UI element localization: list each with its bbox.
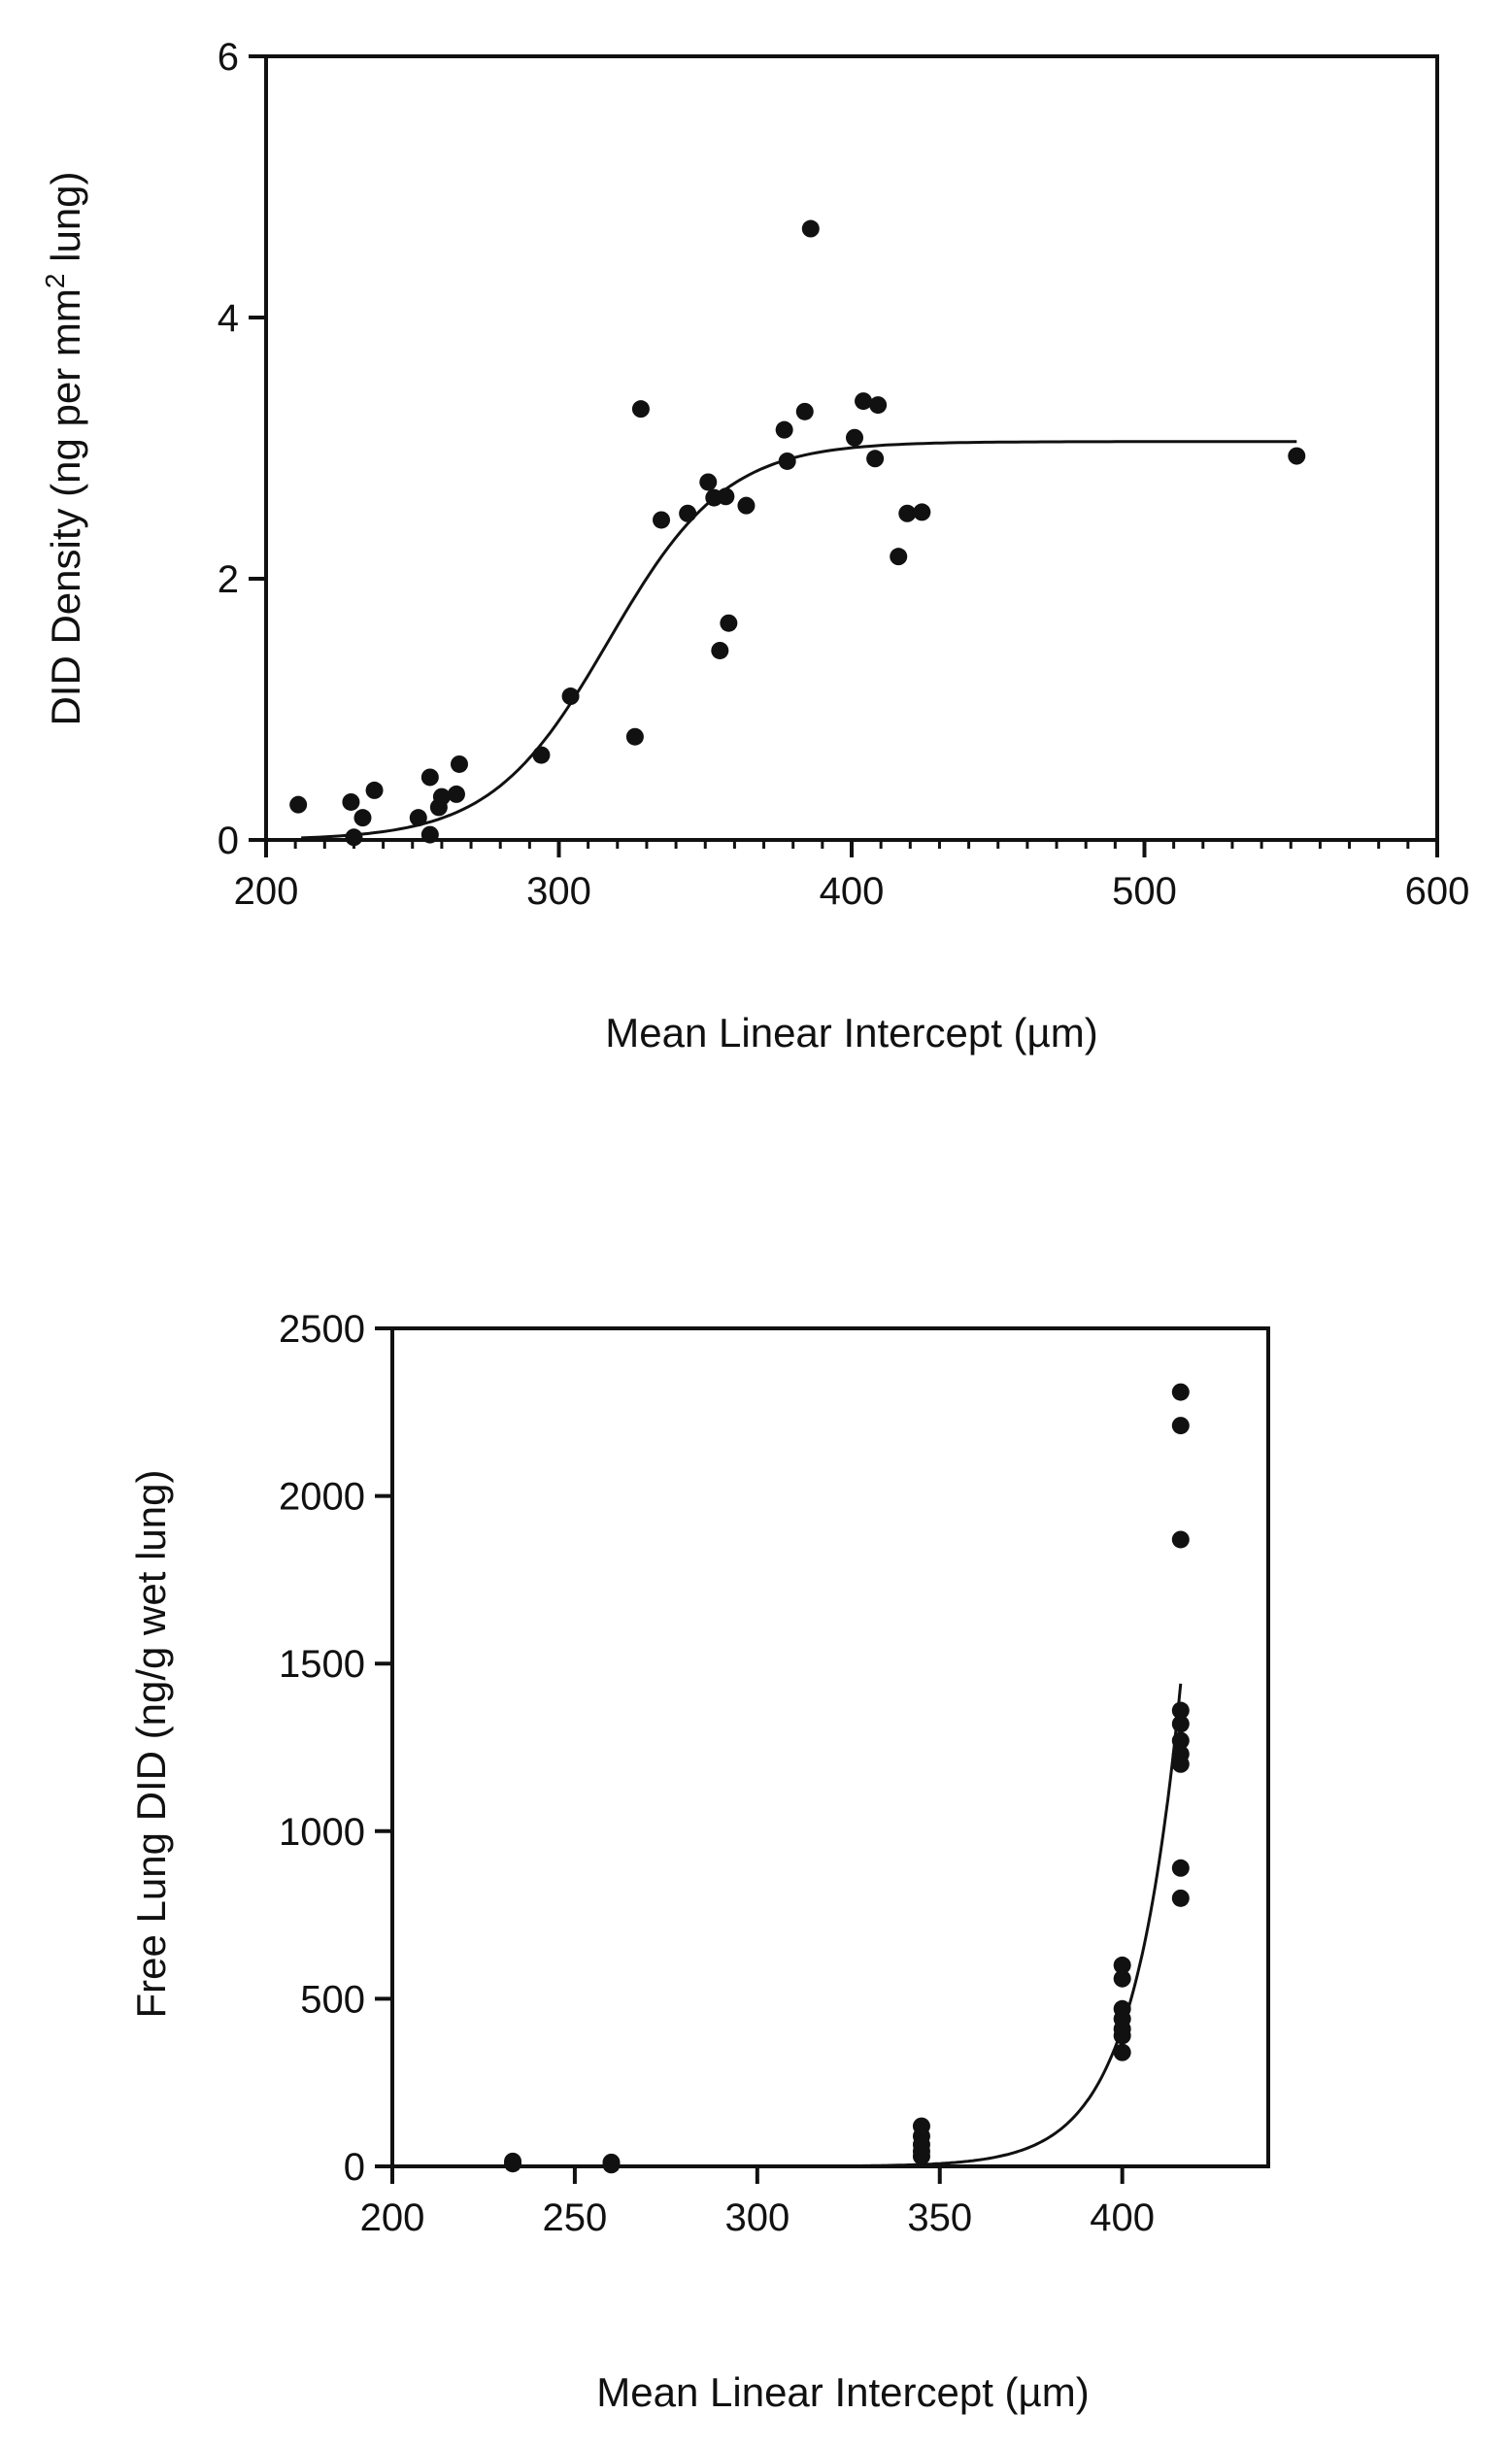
data-point <box>420 825 439 844</box>
data-point <box>679 504 697 522</box>
data-point <box>1113 1956 1131 1974</box>
data-point <box>1171 1701 1190 1720</box>
data-point <box>450 754 468 773</box>
x-tick-label: 500 <box>1112 870 1177 913</box>
y-axis-title: DID Density (ng per mm2 lung) <box>40 171 88 725</box>
data-point <box>913 503 931 521</box>
y-tick-label: 1000 <box>279 1811 365 1854</box>
y-axis-title-main: DID Density (ng per mm <box>43 288 88 725</box>
chart-free: 200 250 300 350 400 0 500 1000 1500 2000 2500 Mea… <box>128 1308 1270 2415</box>
data-point <box>866 450 885 468</box>
x-axis-title: Mean Linear Intercept (µm) <box>596 2369 1089 2415</box>
plot-frame <box>390 1326 1270 2168</box>
data-points <box>504 1383 1190 2174</box>
y-tick-label: 1500 <box>279 1643 365 1686</box>
data-point <box>775 420 793 439</box>
data-point <box>795 402 814 420</box>
x-tick-label: 400 <box>1090 2196 1155 2239</box>
data-point <box>699 473 718 491</box>
x-tick-label: 200 <box>234 870 299 913</box>
data-point <box>778 452 796 470</box>
data-point <box>1113 2043 1131 2062</box>
y-tick-label: 0 <box>344 2146 365 2189</box>
data-point <box>1113 1969 1131 1988</box>
data-point <box>912 2147 930 2165</box>
fit-curve <box>837 1683 1183 2168</box>
y-axis-title: Free Lung DID (ng/g wet lung) <box>128 1470 174 2019</box>
x-tick-label: 400 <box>820 870 885 913</box>
data-point <box>1171 1755 1190 1773</box>
y-axis-title-tail: lung) <box>43 171 88 273</box>
x-axis-ticks: 200 300 400 500 600 <box>234 840 1470 913</box>
data-point <box>1171 1859 1190 1877</box>
data-point <box>890 548 908 566</box>
x-axis-ticks: 200 250 300 350 400 <box>360 2166 1155 2239</box>
x-tick-label: 200 <box>360 2196 425 2239</box>
y-tick-label: 2 <box>218 558 239 601</box>
y-tick-label: 4 <box>218 297 239 340</box>
data-point <box>1171 1530 1190 1549</box>
data-point <box>420 768 439 787</box>
data-point <box>801 219 820 238</box>
data-points <box>289 219 1306 847</box>
data-point <box>289 795 308 814</box>
data-point <box>625 727 644 746</box>
data-point <box>898 504 917 522</box>
x-tick-label: 350 <box>907 2196 972 2239</box>
data-point <box>345 828 363 847</box>
y-axis-title-superscript: 2 <box>40 274 70 289</box>
data-point <box>653 511 671 529</box>
data-point <box>717 487 735 506</box>
x-tick-label: 600 <box>1405 870 1470 913</box>
y-tick-label: 2000 <box>279 1476 365 1519</box>
x-tick-label: 250 <box>543 2196 608 2239</box>
data-point <box>1171 1715 1190 1733</box>
y-tick-label: 6 <box>218 36 239 79</box>
data-point <box>869 396 888 415</box>
data-point <box>409 809 427 827</box>
data-point <box>561 687 580 706</box>
data-point <box>504 2155 522 2173</box>
y-axis-ticks: 0 500 1000 1500 2000 2500 <box>279 1308 392 2189</box>
data-point <box>602 2156 621 2174</box>
data-point <box>447 785 465 803</box>
data-point <box>1171 1383 1190 1401</box>
data-point <box>737 496 756 515</box>
data-point <box>631 400 650 419</box>
y-axis-ticks: 0 2 4 6 <box>218 36 266 862</box>
chart-dens: 200 300 400 500 600 0 2 4 6 Mean Linear Interce… <box>40 36 1469 1056</box>
data-point <box>720 614 738 632</box>
data-point <box>432 788 451 806</box>
data-point <box>855 392 873 411</box>
fit-curve <box>301 440 1297 840</box>
data-point <box>1171 1417 1190 1435</box>
data-point <box>1171 1731 1190 1750</box>
data-point <box>365 781 384 799</box>
data-point <box>846 428 864 447</box>
x-tick-label: 300 <box>724 2196 790 2239</box>
y-tick-label: 0 <box>218 820 239 862</box>
y-tick-label: 2500 <box>279 1308 365 1351</box>
data-point <box>532 746 551 764</box>
data-point <box>1288 447 1306 465</box>
data-point <box>1113 2027 1131 2045</box>
data-point <box>711 641 729 659</box>
x-axis-title: Mean Linear Intercept (µm) <box>605 1010 1097 1056</box>
data-point <box>353 809 372 827</box>
x-tick-label: 300 <box>526 870 591 913</box>
y-tick-label: 500 <box>300 1978 365 2021</box>
data-point <box>342 792 360 811</box>
data-point <box>1171 1889 1190 1907</box>
